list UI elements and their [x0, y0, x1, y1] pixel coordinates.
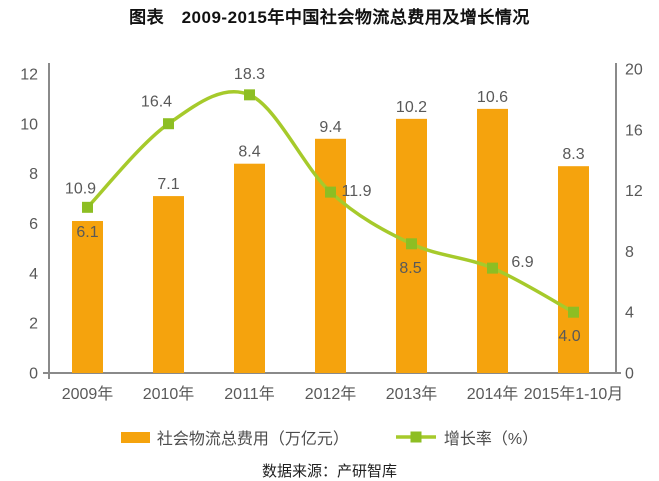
- line-marker: [325, 186, 336, 198]
- left-axis-tick: 12: [20, 67, 38, 84]
- left-axis-tick: 8: [29, 166, 38, 183]
- right-axis-tick: 0: [625, 366, 634, 383]
- bar: [72, 221, 103, 373]
- bar-series-swatch: [120, 431, 150, 443]
- bar-series: [72, 108, 589, 373]
- source-text: 数据来源：产研智库: [261, 463, 397, 480]
- bar-value-label: 7.1: [157, 176, 179, 193]
- line-value-label: 8.5: [399, 260, 421, 277]
- legend: 社会物流总费用（万亿元） 增长率（%）: [0, 425, 659, 449]
- bar-value-label: 8.4: [238, 144, 260, 161]
- left-axis-tick: 0: [29, 366, 38, 383]
- left-axis-tick: 2: [29, 316, 38, 333]
- x-axis-label: 2015年1-10月: [524, 385, 624, 403]
- right-axis-tick: 20: [625, 62, 643, 79]
- left-axis-tick: 6: [29, 216, 38, 233]
- left-axis-tick: 10: [20, 116, 38, 133]
- bar-value-label: 10.2: [396, 99, 427, 116]
- bar: [153, 196, 184, 373]
- bar-value-labels: 6.1 7.1 8.4 9.4 10.2 10.6 8.3: [76, 89, 584, 241]
- line-marker: [82, 201, 93, 213]
- bar-series-legend-label: 社会物流总费用（万亿元）: [156, 431, 349, 448]
- right-axis-tick: 4: [625, 305, 634, 322]
- x-axis-label: 2014年: [467, 385, 519, 403]
- line-marker: [244, 89, 255, 101]
- line-value-label: 6.9: [511, 254, 533, 271]
- line-series-legend-label: 增长率（%）: [443, 431, 539, 448]
- bar-value-label: 9.4: [319, 119, 341, 136]
- bar: [234, 163, 265, 373]
- line-marker: [163, 118, 174, 130]
- bar: [315, 138, 346, 373]
- line-value-label: 4.0: [558, 328, 580, 345]
- line-series-marker-icon: [395, 431, 436, 443]
- x-axis-label: 2012年: [305, 385, 357, 403]
- line-marker: [406, 238, 417, 250]
- x-axis-label: 2010年: [143, 385, 195, 403]
- bar-value-label: 10.6: [477, 89, 508, 106]
- line-value-label: 18.3: [234, 66, 265, 83]
- right-axis-tick: 8: [625, 244, 634, 261]
- bar: [477, 108, 508, 373]
- x-axis-label: 2009年: [62, 385, 114, 403]
- right-axis-tick: 12: [625, 183, 643, 200]
- x-axis-label: 2011年: [224, 385, 274, 403]
- bar-value-label: 8.3: [562, 146, 584, 163]
- x-axis-labels: 2009年 2010年 2011年 2012年 2013年 2014年 2015年1-10月: [62, 385, 624, 403]
- right-axis-tick: 16: [625, 122, 643, 139]
- line-marker: [568, 306, 579, 318]
- bar: [558, 166, 589, 373]
- line-value-label: 10.9: [65, 180, 96, 197]
- axis-tick-labels: 0 2 4 6 8 10 12 0 4 8 12 16 20: [20, 62, 643, 383]
- line-value-label: 11.9: [342, 183, 372, 200]
- line-value-label: 16.4: [141, 94, 172, 111]
- x-axis-label: 2013年: [386, 385, 438, 403]
- left-axis-tick: 4: [29, 266, 38, 283]
- chart-title: 图表 2009-2015年中国社会物流总费用及增长情况: [129, 8, 530, 27]
- line-value-labels: 10.9 16.4 18.3 11.9 8.5 6.9 4.0: [65, 66, 581, 345]
- line-marker: [487, 262, 498, 274]
- line-series-markers: [82, 89, 579, 318]
- bar-value-label: 6.1: [76, 224, 98, 241]
